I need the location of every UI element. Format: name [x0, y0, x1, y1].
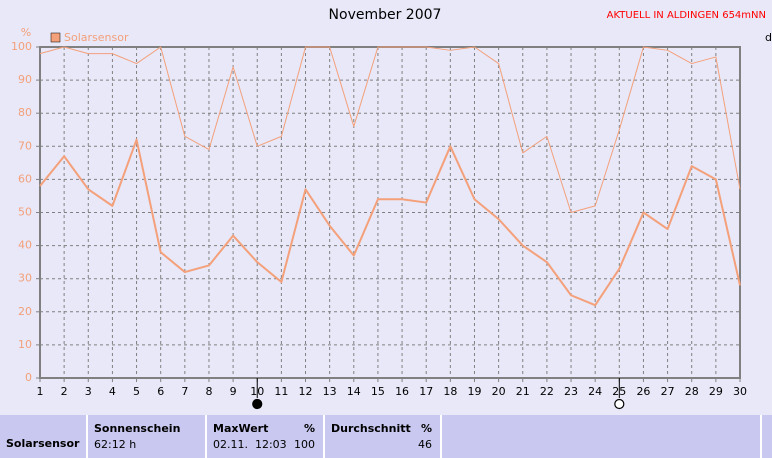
y-tick-label: 100: [11, 40, 32, 53]
line: [39, 138, 741, 307]
text: MaxWert: [213, 422, 269, 435]
y-tick-label: 60: [18, 172, 32, 185]
subtitle: AKTUELL IN ALDINGEN 654mNN: [607, 10, 766, 21]
y-tick-label: 20: [18, 305, 32, 318]
cell: Sonnenschein 62:12 h: [88, 415, 205, 458]
text: 46: [418, 438, 432, 451]
x-tick-label: 18: [443, 385, 457, 398]
x-tick-label: 22: [540, 385, 554, 398]
x-tick-label: 2: [61, 385, 68, 398]
x-tick-label: 21: [516, 385, 530, 398]
x-tick-label: 14: [347, 385, 361, 398]
unit: %: [420, 422, 432, 435]
x-tick-label: 27: [661, 385, 675, 398]
header: MaxWert%: [213, 422, 317, 435]
text: 100: [294, 438, 315, 451]
x-tick-label: 16: [395, 385, 409, 398]
x-tick-label: 8: [205, 385, 212, 398]
cell: [762, 415, 772, 458]
x-tick-label: 30: [733, 385, 747, 398]
y-tick-label: 40: [18, 239, 32, 252]
x-tick-label: 1: [37, 385, 44, 398]
unit: %: [303, 422, 315, 435]
x-tick-label: 24: [588, 385, 602, 398]
x-tick-label: 20: [492, 385, 506, 398]
y2-axis-label: d: [765, 31, 772, 44]
y-tick-label: 90: [18, 73, 32, 86]
y-axis-label: %: [21, 26, 31, 39]
chart-title: November 2007: [329, 7, 442, 23]
cell: [442, 415, 760, 458]
x-tick-label: 26: [636, 385, 650, 398]
x-tick-label: 15: [371, 385, 385, 398]
row-label: Solarsensor: [0, 415, 86, 458]
moon-phase: [614, 398, 625, 410]
y-tick-label: 80: [18, 106, 32, 119]
value: 02.11. 12:03 100: [213, 438, 317, 451]
x-tick-label: 28: [685, 385, 699, 398]
y-tick-label: 70: [18, 139, 32, 152]
value: 62:12 h: [94, 438, 137, 451]
cell: Durchschnitt% 46: [325, 415, 440, 458]
text: Durchschnitt: [331, 422, 411, 435]
moon-phase: [252, 398, 263, 410]
x-tick-label: 29: [709, 385, 723, 398]
legend-swatch: [50, 32, 61, 43]
y-tick-label: 50: [18, 206, 32, 219]
header: Durchschnitt%: [331, 422, 434, 435]
y-tick-label: 10: [18, 338, 32, 351]
chart: November 2007 AKTUELL IN ALDINGEN 654mNN…: [11, 7, 772, 410]
y-tick-label: 30: [18, 272, 32, 285]
x-tick-label: 12: [299, 385, 313, 398]
x-tick-label: 23: [564, 385, 578, 398]
summary-table: Solarsensor Sonnenschein 62:12 h MaxWert…: [0, 415, 772, 458]
line: [39, 46, 741, 213]
x-tick-label: 5: [133, 385, 140, 398]
text: 02.11. 12:03: [213, 438, 287, 451]
x-tick-label: 11: [274, 385, 288, 398]
x-tick-label: 17: [419, 385, 433, 398]
value: 46: [331, 438, 434, 451]
x-tick-label: 6: [157, 385, 164, 398]
x-tick-label: 7: [181, 385, 188, 398]
x-tick-label: 4: [109, 385, 116, 398]
x-tick-label: 9: [230, 385, 237, 398]
x-tick-label: 13: [323, 385, 337, 398]
header: Sonnenschein: [94, 422, 181, 435]
cell: MaxWert% 02.11. 12:03 100: [207, 415, 323, 458]
text: Solarsensor: [6, 437, 80, 450]
x-tick-label: 3: [85, 385, 92, 398]
x-tick-label: 19: [467, 385, 481, 398]
y-tick-label: 0: [25, 371, 32, 384]
legend-label: Solarsensor: [64, 31, 129, 44]
